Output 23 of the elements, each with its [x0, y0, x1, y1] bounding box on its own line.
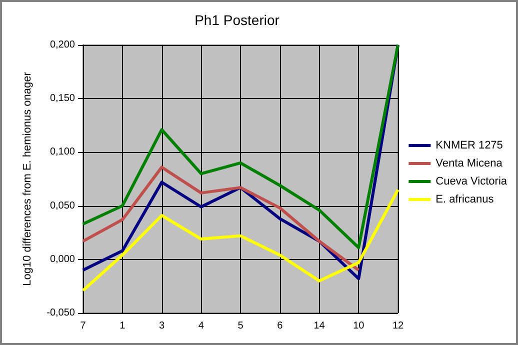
y-axis-title: Log10 differences from E. hemionus onager: [22, 72, 34, 286]
chart-title: Ph1 Posterior: [194, 12, 280, 28]
y-tick-label: 0,150: [50, 93, 76, 104]
legend-label: Cueva Victoria: [436, 176, 508, 188]
line-series: [82, 166, 360, 272]
legend-label: KNMER 1275: [436, 140, 503, 152]
legend-label: E. africanus: [436, 194, 494, 206]
y-tick-label: 0,050: [50, 200, 76, 212]
legend-label: Venta Micena: [436, 158, 504, 170]
x-tick-label: 1: [120, 320, 126, 332]
y-tick-label: 0,000: [50, 254, 76, 265]
x-tick-label: 12: [392, 320, 404, 332]
x-tick-label: 5: [238, 320, 244, 332]
x-tick-label: 14: [314, 320, 326, 332]
y-tick-label: 0,200: [50, 40, 76, 50]
y-tick-label: 0,100: [50, 146, 76, 158]
x-tick-label: 7: [80, 320, 86, 332]
x-tick-label: 4: [198, 320, 204, 332]
line-series: [82, 188, 400, 292]
x-tick-label: 3: [158, 320, 165, 332]
x-tick-label: 6: [277, 320, 284, 332]
y-tick-label: -0,050: [46, 308, 76, 318]
x-tick-label: 10: [353, 320, 365, 332]
